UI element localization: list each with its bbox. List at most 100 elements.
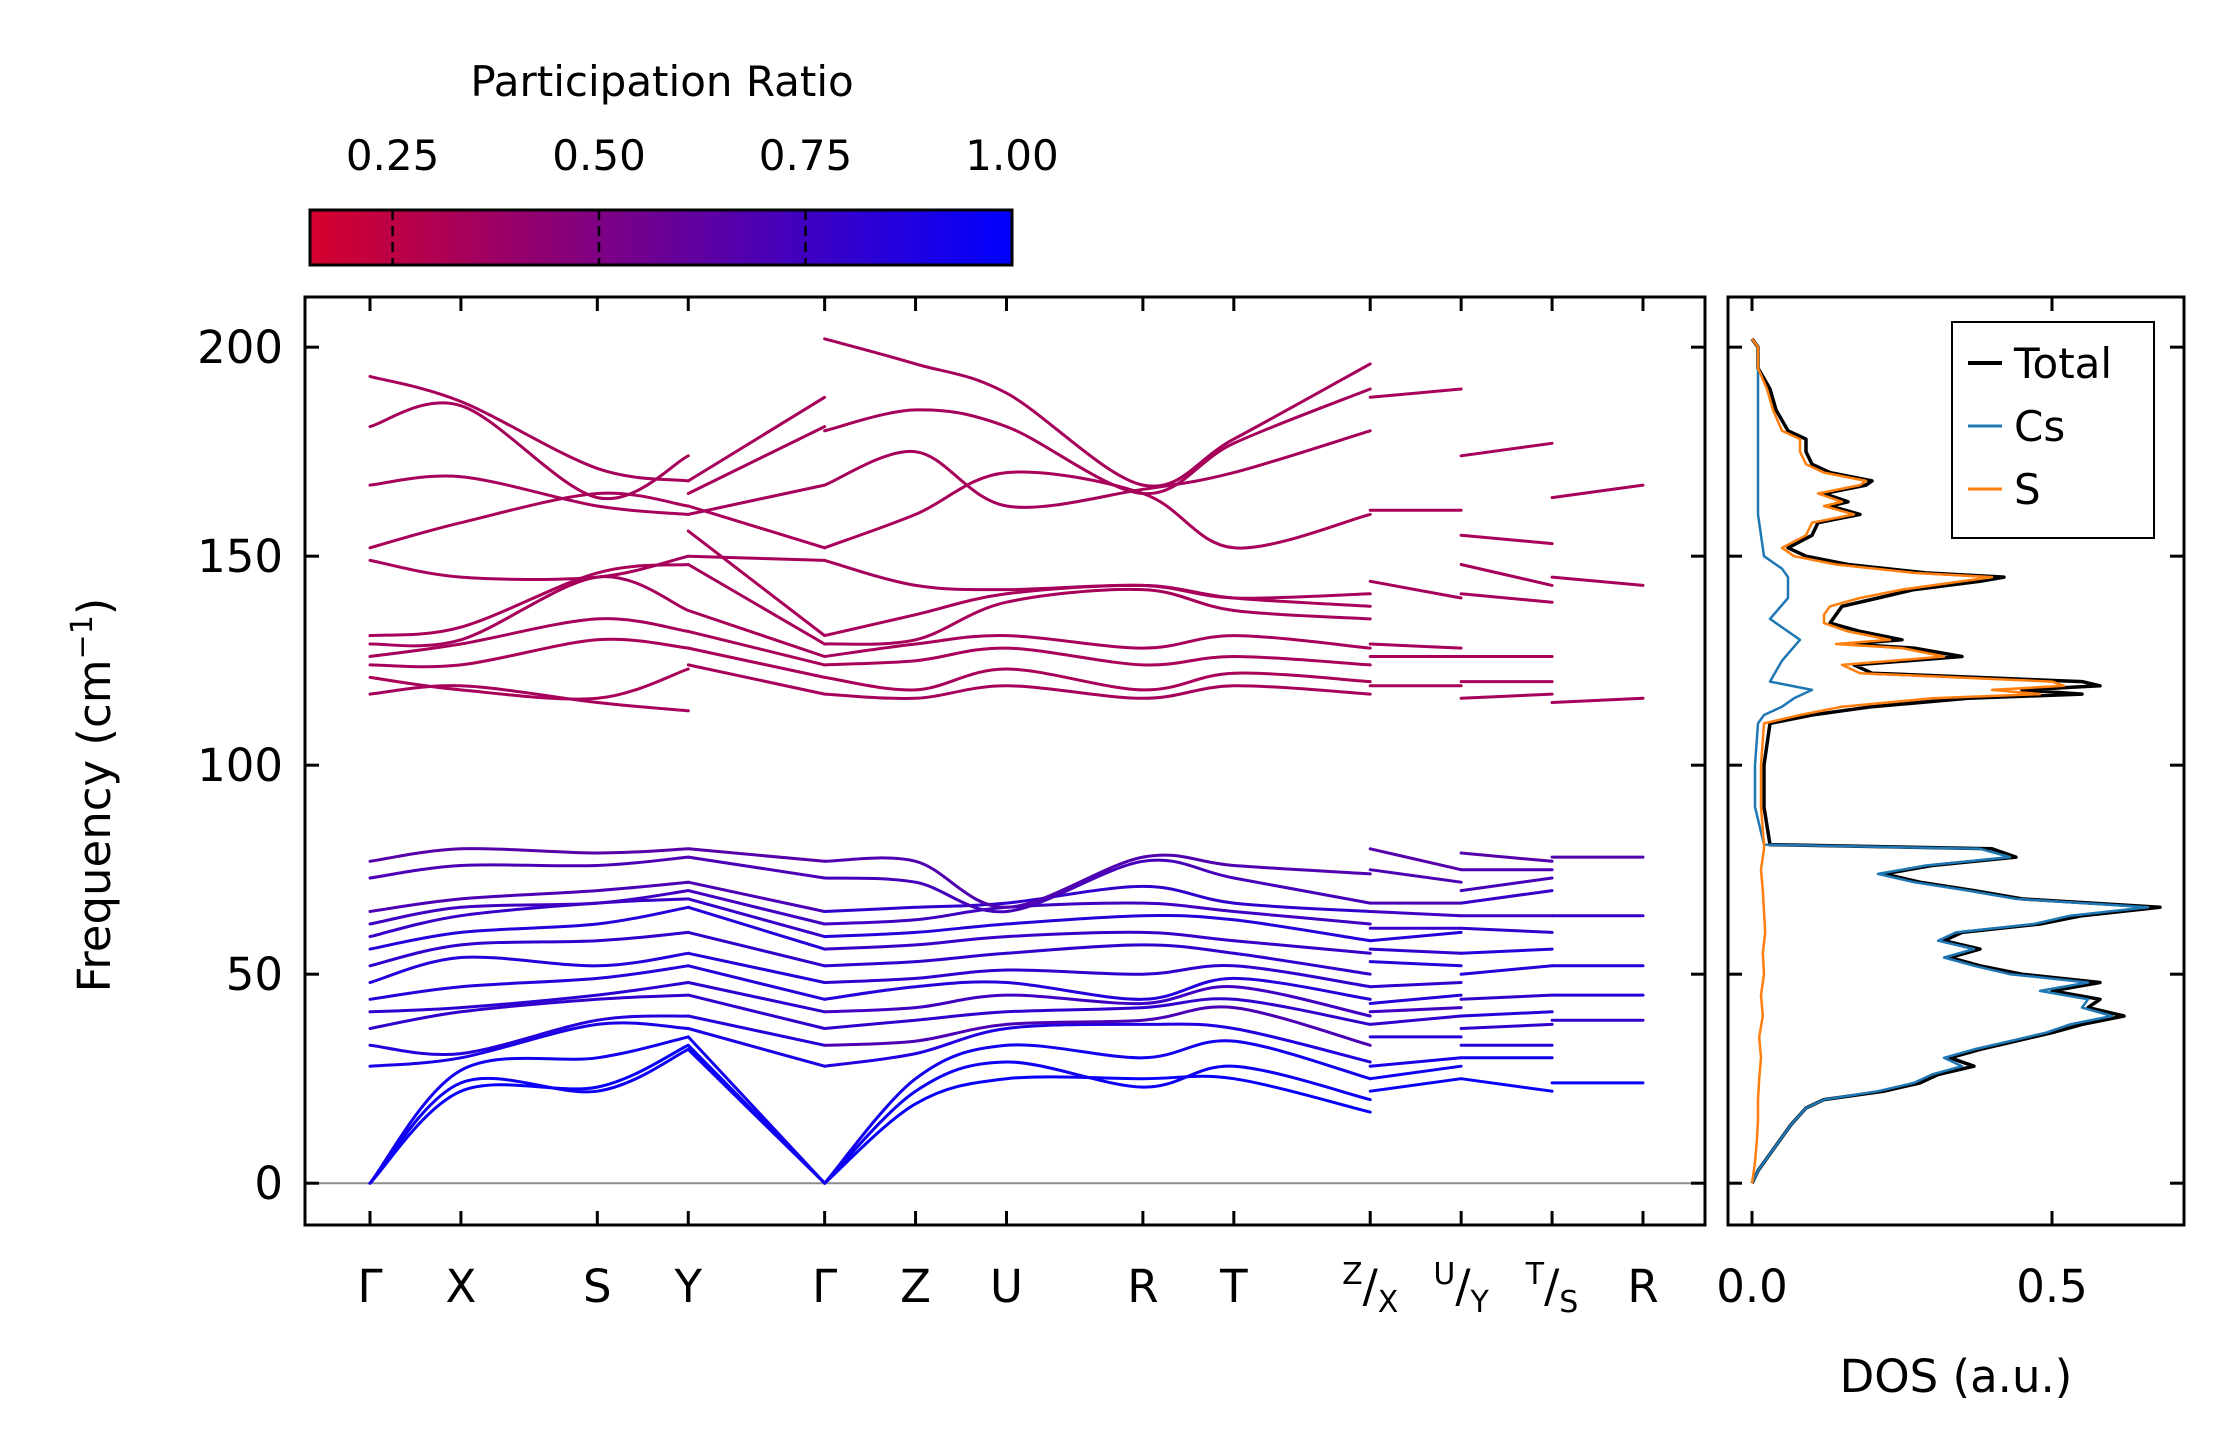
x-tick-label: S [583,1260,612,1313]
phonon-band [368,981,690,1014]
phonon-band [1368,1006,1463,1014]
phonon-band [1459,926,1554,934]
phonon-band [823,985,1372,1018]
dos-curve-s [1750,338,2066,1184]
dos-x-tick-label: 0.5 [2016,1260,2088,1313]
colorbar-tick-label: 0.25 [346,131,440,180]
phonon-band [686,847,827,863]
legend-label-cs: Cs [2014,402,2065,451]
phonon-band [1550,696,1645,704]
phonon-band [823,997,1372,1030]
y-axis-label: Frequency (cm−1) [65,598,121,993]
colorbar-tick-label: 1.00 [965,131,1059,180]
phonon-band [368,880,690,913]
phonon-band [368,617,690,658]
phonon-band [1459,563,1554,587]
y-tick-label: 0 [254,1157,283,1210]
phonon-band [368,889,690,926]
phonon-band [686,529,827,638]
phonon-band [686,1035,827,1185]
phonon-band [686,905,827,951]
phonon-band [686,889,827,926]
phonon-band [823,1074,1372,1185]
phonon-band [1459,947,1554,955]
phonon-band [686,981,827,1014]
phonon-band [1459,993,1554,1001]
phonon-band [823,583,1372,638]
phonon-band [368,1014,690,1056]
phonon-band [1368,579,1463,600]
x-tick-label: Y [674,1260,703,1313]
phonon-band [823,684,1372,701]
phonon-band [823,558,1372,600]
phonon-band [368,930,690,968]
phonon-band [823,470,1372,550]
x-tick-label: T [1219,1260,1248,1313]
phonon-band [823,646,1372,667]
phonon-band [368,563,690,638]
y-axis-label-sup: −1 [65,615,100,659]
phonon-band [823,976,1372,1001]
y-tick-label: 100 [197,739,283,792]
phonon-band [1550,483,1645,500]
phonon-band [686,897,827,939]
phonon-band [368,667,690,701]
phonon-band [368,374,690,483]
dos-curve-total [1750,337,2162,1184]
phonon-band [823,964,1372,989]
phonon-band [823,930,1372,955]
phonon-band [368,847,690,863]
phonon-band [823,667,1372,692]
phonon-band [1368,387,1463,399]
phonon-band [823,853,1372,909]
phonon-band [368,684,690,713]
phonon-band [1459,964,1554,976]
phonon-band [823,901,1372,926]
phonon-band [686,930,827,968]
colorbar-tick-label: 0.50 [552,131,646,180]
phonon-band [1550,575,1645,587]
phonon-band [686,395,827,483]
phonon-band [823,858,1372,914]
phonon-band [1368,981,1463,989]
phonon-band [823,634,1372,658]
dos-axes: 0.0 0.5 DOS (a.u.) Total Cs S [1716,295,2186,1403]
phonon-band [1459,876,1554,893]
phonon-band [1459,533,1554,546]
phonon-band [368,1021,690,1068]
phonon-band [368,1043,690,1185]
x-tick-label: T/S [1525,1257,1579,1320]
phonon-band [1368,1077,1463,1093]
legend-label-s: S [2014,465,2041,514]
phonon-band [686,951,827,984]
phonon-band [1368,1064,1463,1081]
phonon-band [686,663,827,696]
phonon-band [823,587,1372,646]
phonon-band [686,629,827,667]
phonon-band [368,1047,690,1185]
y-axis-label-text: Frequency (cm [68,659,121,992]
phonon-band [1368,960,1463,968]
phonon-band [1368,847,1463,872]
x-tick-label: Γ [812,1260,837,1313]
phonon-band [823,429,1372,509]
phonon-band [1459,441,1554,458]
colorbar-tick-label: 0.75 [759,131,853,180]
phonon-band [686,554,827,562]
dos-legend: Total Cs S [1951,321,2155,539]
phonon-band [823,913,1372,943]
colorbar: Participation Ratio 0.25 0.50 0.75 1.00 [308,57,1059,267]
phonon-band [368,474,690,516]
phonon-band [368,993,690,1030]
phonon-band [823,1039,1372,1185]
phonon-band [1459,592,1554,604]
phonon-band [686,504,827,550]
phonon-band [686,855,827,880]
phonon-band [1368,947,1463,955]
phonon-band [823,1022,1372,1068]
phonon-band [1368,1056,1463,1068]
phonon-band [368,897,690,939]
dos-x-axis-label: DOS (a.u.) [1840,1350,2073,1403]
phonon-band [686,609,827,658]
